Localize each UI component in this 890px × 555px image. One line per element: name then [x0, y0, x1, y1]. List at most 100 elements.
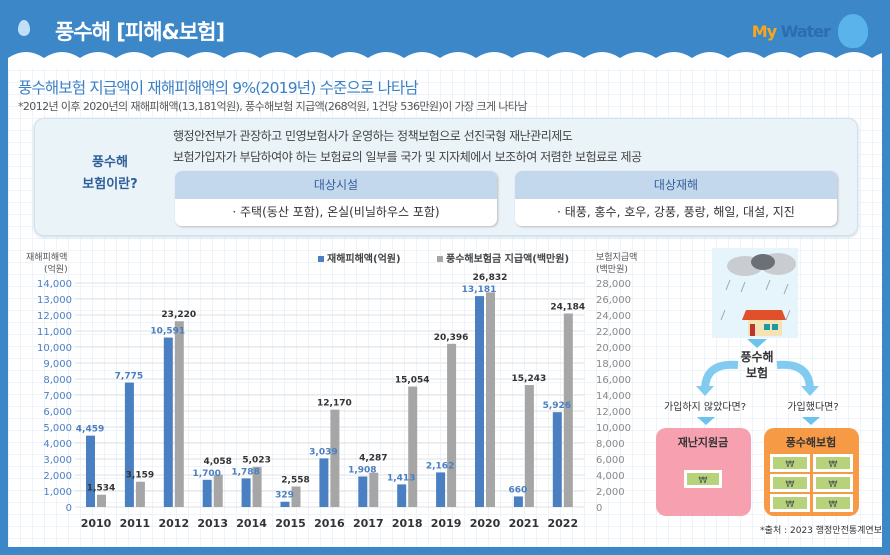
- won-bill-inner: [816, 457, 850, 469]
- bar-damage: [552, 412, 562, 507]
- legend-swatch-damage: [318, 256, 324, 262]
- facility-title: 대상시설: [175, 171, 497, 199]
- bar-payout: [330, 409, 340, 507]
- won-symbol: ₩: [829, 480, 838, 490]
- data-label-payout: 3,159: [126, 471, 154, 481]
- y-right-tick: 18,000: [596, 359, 631, 370]
- bar-damage: [124, 382, 134, 507]
- page-title: 풍수해 [피해&보험]: [55, 20, 225, 44]
- y-left-tick: 12,000: [37, 311, 72, 322]
- bar-payout: [447, 343, 457, 507]
- arrow-down-icon: [747, 339, 767, 348]
- center-label-2: 보험: [746, 365, 768, 380]
- house-icon: [742, 310, 786, 336]
- y-right-tick: 4,000: [596, 471, 625, 482]
- legend: 재해피해액(억원) 풍수해보험금 지급액(백만원): [318, 252, 569, 265]
- y-left-tick: 4,000: [43, 439, 72, 450]
- facility-body: · 주택(동산 포함), 온실(비닐하우스 포함): [232, 205, 440, 219]
- x-tick-label: 2017: [353, 517, 384, 530]
- info-desc-1: 행정안전부가 관장하고 민영보험사가 운영하는 정책보험으로 선진국형 재난관리…: [173, 129, 573, 143]
- x-tick-label: 2013: [197, 517, 228, 530]
- y-left-tick: 11,000: [37, 327, 72, 338]
- wave-divider: [8, 52, 882, 68]
- my-water-logo: My Water: [751, 22, 831, 41]
- bar-damage: [436, 472, 446, 507]
- data-label-payout: 15,054: [395, 376, 430, 386]
- data-label-damage: 10,591: [150, 327, 185, 337]
- bar-damage: [475, 296, 484, 507]
- y-right-label-1: 보험지급액: [596, 251, 637, 263]
- data-label-damage: 4,459: [76, 425, 104, 435]
- rain-icon: [720, 279, 791, 321]
- y-left-tick: 7,000: [43, 391, 72, 402]
- won-bill-inner: [773, 497, 807, 509]
- data-label-payout: 24,184: [550, 303, 585, 313]
- x-tick-label: 2011: [120, 517, 151, 530]
- y-right-tick: 16,000: [596, 375, 631, 386]
- x-tick-label: 2015: [275, 517, 306, 530]
- data-label-payout: 2,558: [281, 476, 309, 486]
- bar-damage: [397, 484, 407, 507]
- insurance-info-box: 풍수해 보험이란? 행정안전부가 관장하고 민영보험사가 운영하는 정책보험으로 …: [34, 118, 858, 236]
- disaster-body: · 태풍, 홍수, 호우, 강풍, 풍랑, 해일, 대설, 지진: [557, 205, 795, 219]
- center-label-1: 풍수해: [740, 350, 773, 364]
- x-tick-label: 2021: [509, 517, 540, 530]
- target-disaster-panel: 대상재해 · 태풍, 홍수, 호우, 강풍, 풍랑, 해일, 대설, 지진: [515, 171, 837, 226]
- data-label-damage: 1,413: [387, 473, 415, 483]
- y-right-tick: 14,000: [596, 391, 631, 402]
- y-left-tick: 6,000: [43, 407, 72, 418]
- disaster-title: 대상재해: [515, 171, 837, 199]
- target-facility-panel: 대상시설 · 주택(동산 포함), 온실(비닐하우스 포함): [175, 171, 497, 226]
- x-tick-label: 2010: [81, 517, 112, 530]
- data-label-damage: 3,039: [309, 447, 337, 457]
- x-tick-label: 2018: [392, 517, 423, 530]
- y-left-tick: 8,000: [43, 375, 72, 386]
- y-right-tick: 2,000: [596, 487, 625, 498]
- right-arrow-head-icon: [801, 386, 819, 396]
- y-right-tick: 12,000: [596, 407, 631, 418]
- data-label-damage: 660: [509, 485, 528, 495]
- insurance-diagram: 풍수해 보험 가입하지 않았다면? 가입했다면? 재난지원금 ₩ 풍수해보험 ₩…: [656, 248, 882, 536]
- bar-damage: [513, 496, 523, 507]
- won-bill-inner: [687, 473, 719, 485]
- y-left-label-2: (억원): [44, 263, 68, 275]
- won-bill-inner: [773, 477, 807, 489]
- header: 풍수해 [피해&보험] My Water: [0, 0, 890, 60]
- legend-label-damage: 재해피해액(억원): [327, 252, 401, 265]
- right-question: 가입했다면?: [787, 400, 838, 413]
- y-right-tick: 20,000: [596, 343, 631, 354]
- info-label: 풍수해 보험이란?: [82, 155, 138, 192]
- legend-label-payout: 풍수해보험금 지급액(백만원): [446, 252, 569, 265]
- bar-payout: [524, 385, 534, 507]
- arrow-down-icon: [802, 417, 820, 425]
- won-symbol: ₩: [829, 460, 838, 470]
- bar-payout: [563, 313, 573, 507]
- data-label-payout: 1,534: [87, 484, 115, 494]
- y-right-tick: 26,000: [596, 295, 631, 306]
- y-right-tick: 28,000: [596, 279, 631, 290]
- water-drop-icon: [18, 20, 30, 36]
- data-label-payout: 12,170: [317, 399, 352, 409]
- bar-damage: [202, 479, 212, 507]
- data-label-damage: 5,926: [543, 401, 571, 411]
- y-right-tick: 8,000: [596, 439, 625, 450]
- bar-payout: [252, 466, 262, 507]
- won-symbol: ₩: [829, 500, 838, 510]
- data-label-damage: 1,788: [231, 467, 259, 477]
- bar-payout: [486, 292, 495, 507]
- data-label-damage: 7,775: [115, 372, 143, 382]
- left-arrow-head-icon: [696, 386, 714, 396]
- subnote: *2012년 이후 2020년의 재해피해액(13,181억원), 풍수해보험 …: [18, 100, 528, 113]
- won-bill-inner: [816, 477, 850, 489]
- bar-payout: [291, 486, 301, 507]
- data-label-payout: 15,243: [512, 374, 547, 384]
- data-label-payout: 4,287: [359, 453, 387, 463]
- bar-payout: [408, 386, 418, 507]
- y-right-tick: 22,000: [596, 327, 631, 338]
- bar-payout: [135, 481, 145, 507]
- y-left-tick: 0: [66, 503, 72, 514]
- cloud-icon: [727, 253, 796, 276]
- data-label-damage: 329: [275, 491, 294, 501]
- won-bill-inner: [773, 457, 807, 469]
